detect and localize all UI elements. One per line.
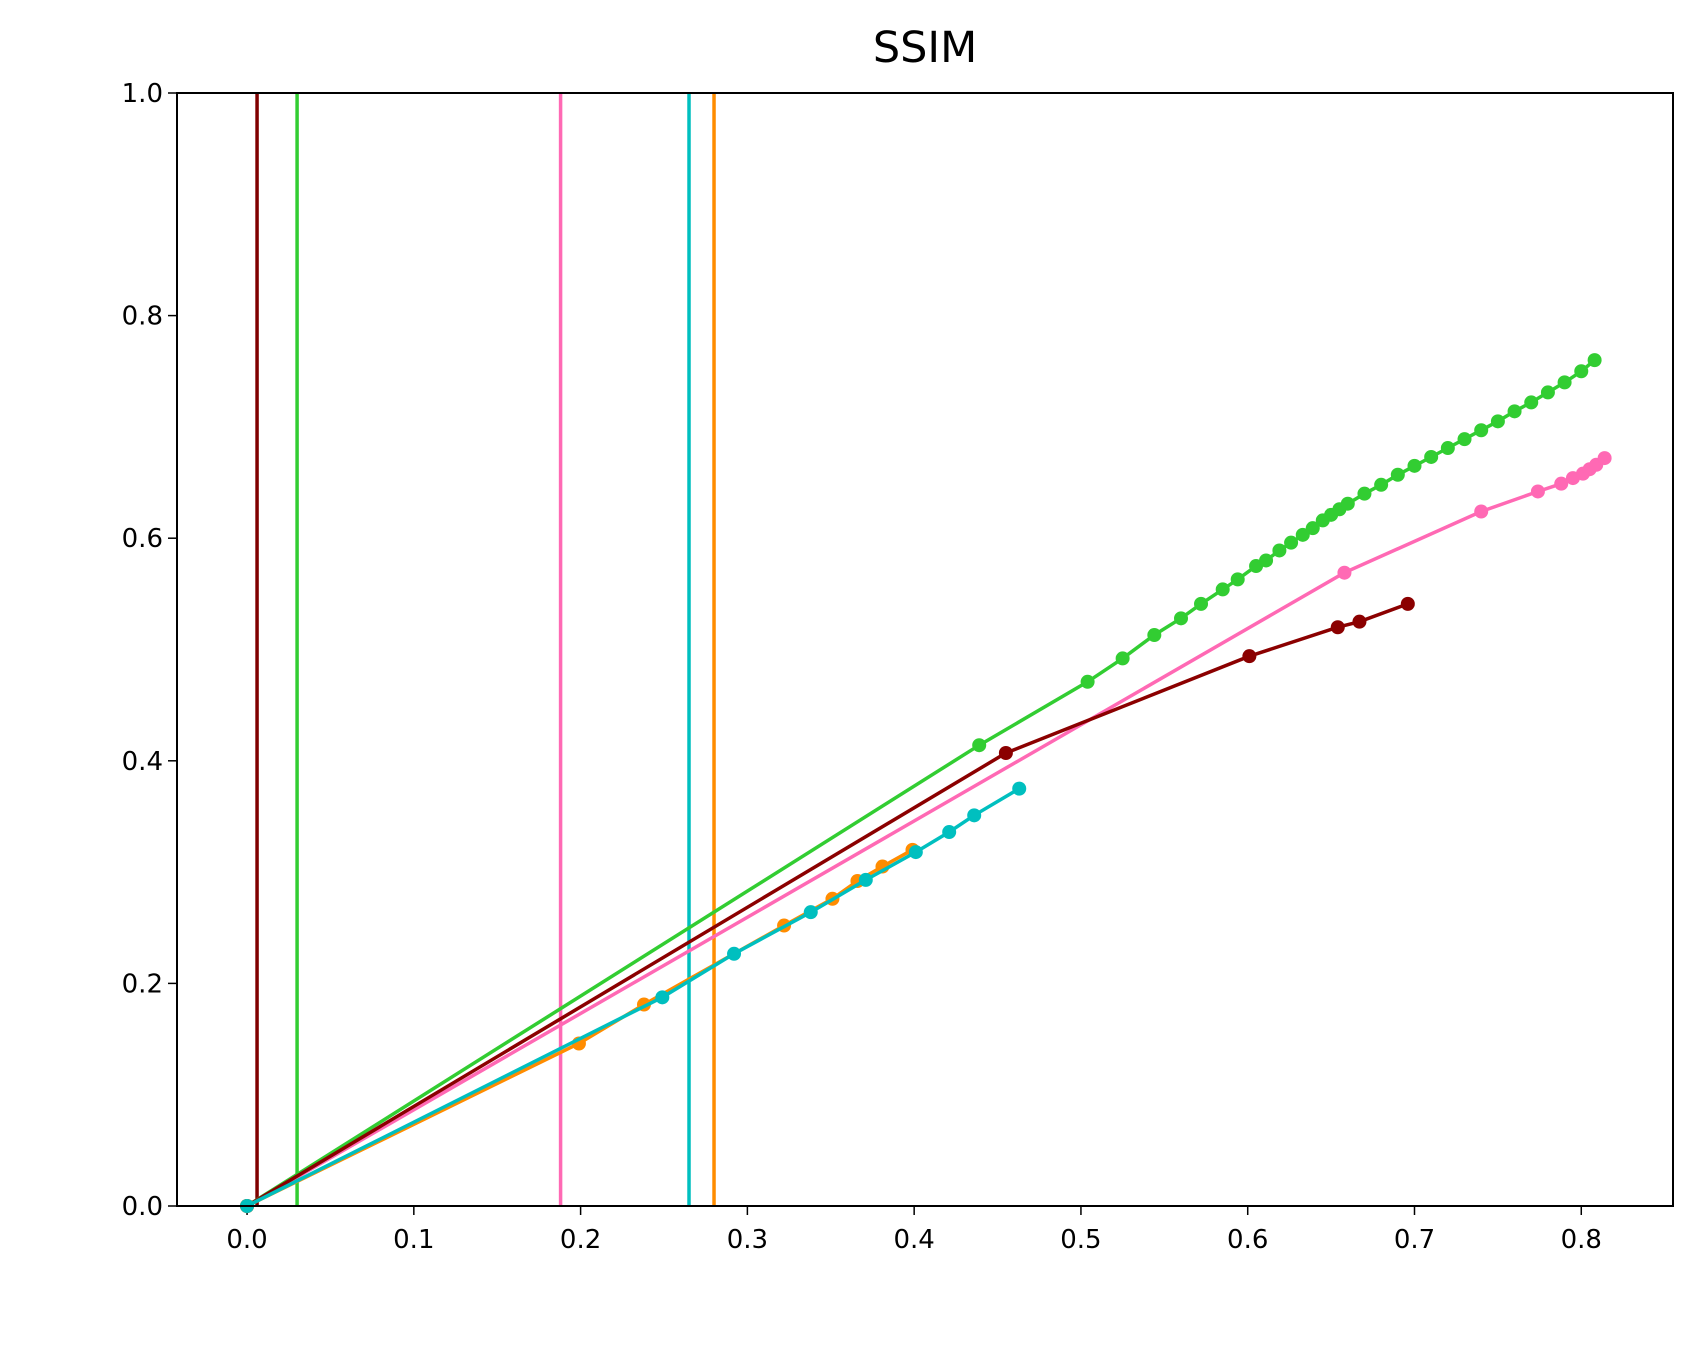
point [655,990,670,1005]
point [1230,572,1245,587]
point [1474,423,1489,438]
point [1507,404,1522,419]
point [1284,535,1299,550]
point [1080,674,1095,689]
point [1407,458,1422,473]
x-tick-label: 0.7 [1394,1225,1435,1255]
point [1194,596,1209,611]
series-line [246,358,1596,1208]
x-tick-label: 0.6 [1227,1225,1268,1255]
point [1330,620,1345,635]
point [1295,527,1310,542]
point [803,905,818,920]
point [967,808,982,823]
point [1374,477,1389,492]
point [1457,432,1472,447]
series-line [246,602,1409,1208]
x-tick-label: 0.4 [893,1225,934,1255]
point [998,746,1013,761]
point [972,738,987,753]
point [942,825,957,840]
point [1242,649,1257,664]
chart-title: SSIM [873,23,977,73]
point [1352,614,1367,629]
point [1524,395,1539,410]
point [1440,441,1455,456]
point [1012,781,1027,796]
x-tick-label: 0.2 [560,1225,601,1255]
y-tick-label: 0.0 [122,1192,163,1222]
x-tick-label: 0.0 [226,1225,267,1255]
point [1357,486,1372,501]
point [1424,449,1439,464]
point [1557,375,1572,390]
point [1597,451,1612,466]
y-tick-label: 0.4 [122,747,163,777]
series-line [246,848,914,1208]
y-tick-label: 0.8 [122,302,163,332]
point [908,845,923,860]
y-tick-label: 0.6 [122,524,163,554]
series-line [246,456,1606,1208]
point [1400,596,1415,611]
point [1147,628,1162,643]
point [1390,467,1405,482]
point [1272,543,1287,558]
point [1337,565,1352,580]
point [1554,476,1569,491]
point [1305,521,1320,536]
point [1174,611,1189,626]
point [1474,504,1489,519]
plot-frame [176,92,1674,1207]
point [1259,553,1274,568]
point [1530,484,1545,499]
series-line [246,787,1021,1208]
point [858,872,873,887]
point [1574,364,1589,379]
y-tick-label: 1.0 [122,79,163,109]
point [1540,385,1555,400]
point [1340,496,1355,511]
point [1587,353,1602,368]
point [727,946,742,961]
point [1490,414,1505,429]
point [1115,651,1130,666]
x-tick-label: 0.3 [727,1225,768,1255]
x-tick-label: 0.1 [393,1225,434,1255]
y-tick-label: 0.2 [122,969,163,999]
x-tick-label: 0.8 [1561,1225,1602,1255]
x-tick-label: 0.5 [1060,1225,1101,1255]
point [1215,582,1230,597]
